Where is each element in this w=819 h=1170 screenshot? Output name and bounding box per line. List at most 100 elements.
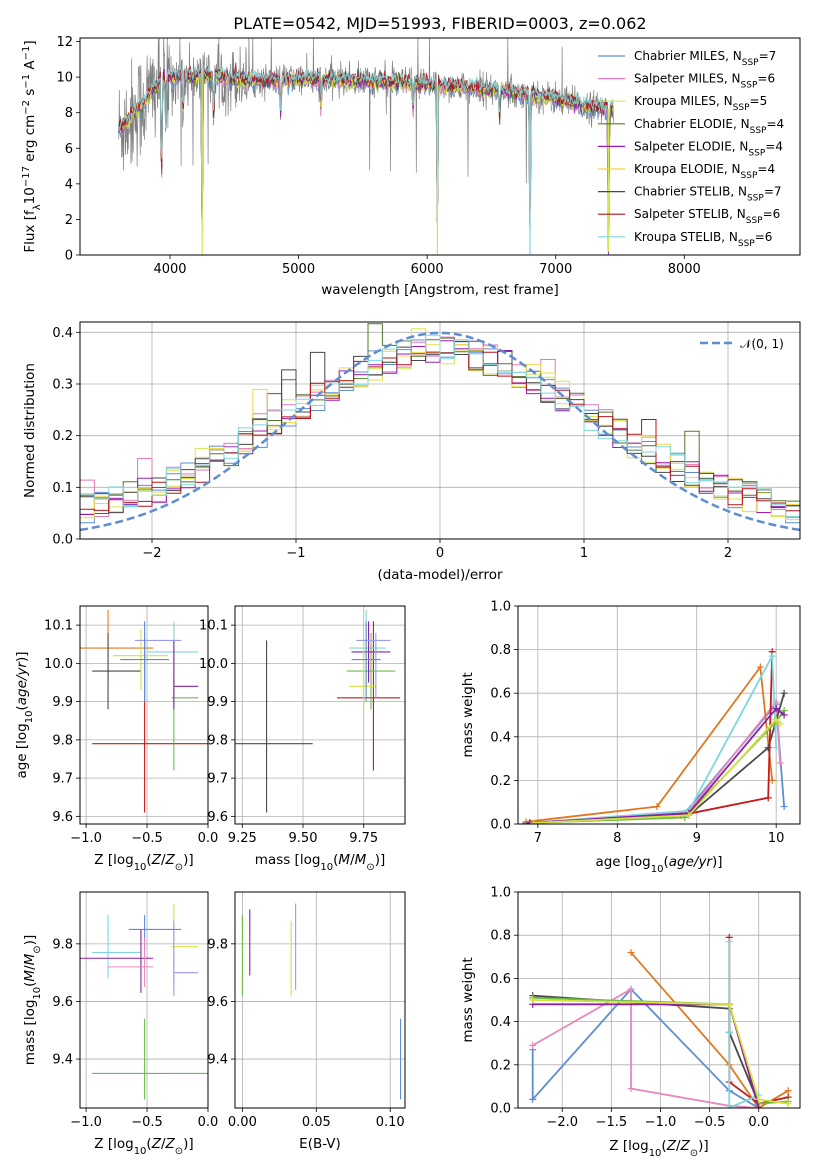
spectrum-ylabel: Flux [fλ10−17 erg cm−2 s−1 A−1] <box>21 40 43 252</box>
spectrum-ytick-label: 12 <box>56 35 73 50</box>
residual_hist-ytick-label: 0.4 <box>52 326 73 341</box>
mass-weight-marker <box>780 689 788 697</box>
age_vs_mass-ytick-label: 9.6 <box>207 810 228 825</box>
legend-label: Salpeter ELODIE, N <box>634 139 748 153</box>
legend-sub: SSP <box>747 194 764 204</box>
legend-label: Kroupa STELIB, N <box>634 230 738 244</box>
mass-weight-marker <box>627 985 635 993</box>
label-part: M <box>338 852 350 868</box>
legend-suffix: =7 <box>764 185 782 199</box>
label-part: ⊙ <box>175 862 183 873</box>
legend-sub: SSP <box>750 126 767 136</box>
label-part: mass [log <box>22 1000 38 1066</box>
mass_weight_vs_age-ylabel: mass weight <box>460 672 476 757</box>
mass_vs_Z-axes: −1.0 −0.5 0.0 9.4 9.6 9.8 <box>52 892 218 1130</box>
legend-sub: SSP <box>742 58 759 68</box>
legend-entry: Salpeter MILES, NSSP=6 <box>634 72 775 91</box>
mass-weight-marker <box>530 819 538 824</box>
mass_vs_Z-ytick-label: 9.8 <box>52 937 73 952</box>
mass_vs_Z-xtick-label: 0.0 <box>198 1115 219 1130</box>
age_vs_Z-ytick-label: 9.9 <box>52 695 73 710</box>
label-part: Z <box>151 852 162 868</box>
mass_weight_vs_age-plot-area <box>522 648 788 824</box>
errorbar-point <box>349 640 376 710</box>
residual_hist-plot-area <box>80 323 800 532</box>
label-part: 10 <box>320 862 333 873</box>
label-part: M <box>22 970 38 982</box>
mass_vs_Z-ytick-label: 9.4 <box>52 1053 73 1068</box>
errorbar-point <box>173 640 199 710</box>
mass-weight-marker <box>764 744 772 752</box>
legend-suffix: =4 <box>757 162 775 176</box>
label-part: ( <box>663 854 668 870</box>
legend-sub: SSP <box>741 81 758 91</box>
label-part: mass [log <box>255 852 321 868</box>
label-part: ] <box>22 40 38 45</box>
legend-sub: SSP <box>748 148 765 158</box>
mass_weight_vs_age-ytick-label: 0.6 <box>490 687 511 702</box>
age_vs_Z-plot-area <box>80 609 208 813</box>
label-part: age [log <box>14 723 30 778</box>
mass_vs_Z-xtick-label: −0.5 <box>131 1115 163 1130</box>
mass-weight-marker <box>685 811 693 819</box>
mass-weight-marker <box>529 1041 537 1049</box>
mass-weight-marker <box>780 711 788 719</box>
errorbar-point <box>92 632 141 710</box>
spectrum-xtick-label: 7000 <box>539 262 572 277</box>
mass_weight_vs_Z-ytick-label: 0.0 <box>490 1102 511 1117</box>
age_vs_mass-ytick-label: 9.7 <box>207 772 228 787</box>
age_vs_Z-ylabel: age [log10(age/yr)] <box>14 651 35 778</box>
label-part: Z [log <box>94 1136 133 1152</box>
label-part: / <box>22 965 38 970</box>
spectrum-ytick-label: 0 <box>65 249 73 264</box>
age_vs_Z-xtick-label: −1.0 <box>70 831 102 846</box>
mass_vs_EBV-xtick-label: 0.10 <box>376 1115 405 1130</box>
label-part: )] <box>183 852 194 868</box>
age_vs_mass-xtick-label: 9.25 <box>228 831 257 846</box>
mass_weight_vs_Z-ylabel: mass weight <box>460 957 476 1042</box>
residual_hist-xlabel: (data-model)/error <box>377 567 503 583</box>
mass-weight-marker <box>755 1095 763 1103</box>
label-part: −1 <box>21 46 32 61</box>
label-part: ( <box>22 982 38 987</box>
legend-label: Salpeter MILES, N <box>634 72 741 86</box>
age_vs_mass-ytick-label: 10.0 <box>199 657 228 672</box>
label-part: )] <box>698 1138 709 1154</box>
mass-weight-marker <box>725 1000 733 1008</box>
legend-entry: Chabrier MILES, NSSP=7 <box>634 49 776 68</box>
mass_vs_Z-frame <box>79 891 209 1109</box>
residual_hist-frame <box>79 321 801 540</box>
mass_weight_vs_Z-frame <box>517 891 801 1109</box>
mass-weight-marker <box>725 1028 733 1036</box>
mass_vs_Z-xtick-label: −1.0 <box>70 1115 102 1130</box>
mass_weight_vs_age-xtick-label: 9 <box>693 831 701 846</box>
spectrum-xlabel: wavelength [Angstrom, rest frame] <box>321 282 559 298</box>
mass-weight-marker <box>653 803 661 811</box>
label-part: 10 <box>649 1148 662 1159</box>
label-part: / <box>161 1136 166 1152</box>
mass-weight-line <box>532 999 789 1105</box>
label-part: Z <box>165 852 176 868</box>
label-part: ( <box>661 1138 666 1154</box>
mass_vs_Z-ytick-label: 9.6 <box>52 995 73 1010</box>
errorbar-point <box>346 632 396 710</box>
legend-label: Chabrier MILES, N <box>634 49 742 63</box>
label-part: Z <box>165 1136 176 1152</box>
residual_hist-xtick-label: 0 <box>436 546 444 561</box>
errorbar-point <box>173 920 199 996</box>
errorbar-point <box>351 621 391 683</box>
label-part: age/yr <box>14 661 30 706</box>
mass-weight-marker <box>756 663 764 671</box>
label-part: )] <box>22 935 38 946</box>
age_vs_Z-axes: −1.0 −0.5 0.0 9.6 9.7 9.8 9.9 10.0 10.1 <box>44 606 218 846</box>
mass_weight_vs_Z-plot-area <box>529 933 792 1108</box>
mass_weight_vs_Z-ytick-label: 1.0 <box>490 886 511 901</box>
label-part: ⊙ <box>690 1148 698 1159</box>
label-part: s <box>22 89 38 100</box>
spectrum-plot-area <box>118 38 614 255</box>
age_vs_Z-xtick-label: −0.5 <box>131 831 163 846</box>
legend-sub: SSP <box>746 216 763 226</box>
spectrum-ytick-label: 4 <box>65 177 73 192</box>
errorbar-point <box>80 929 154 993</box>
